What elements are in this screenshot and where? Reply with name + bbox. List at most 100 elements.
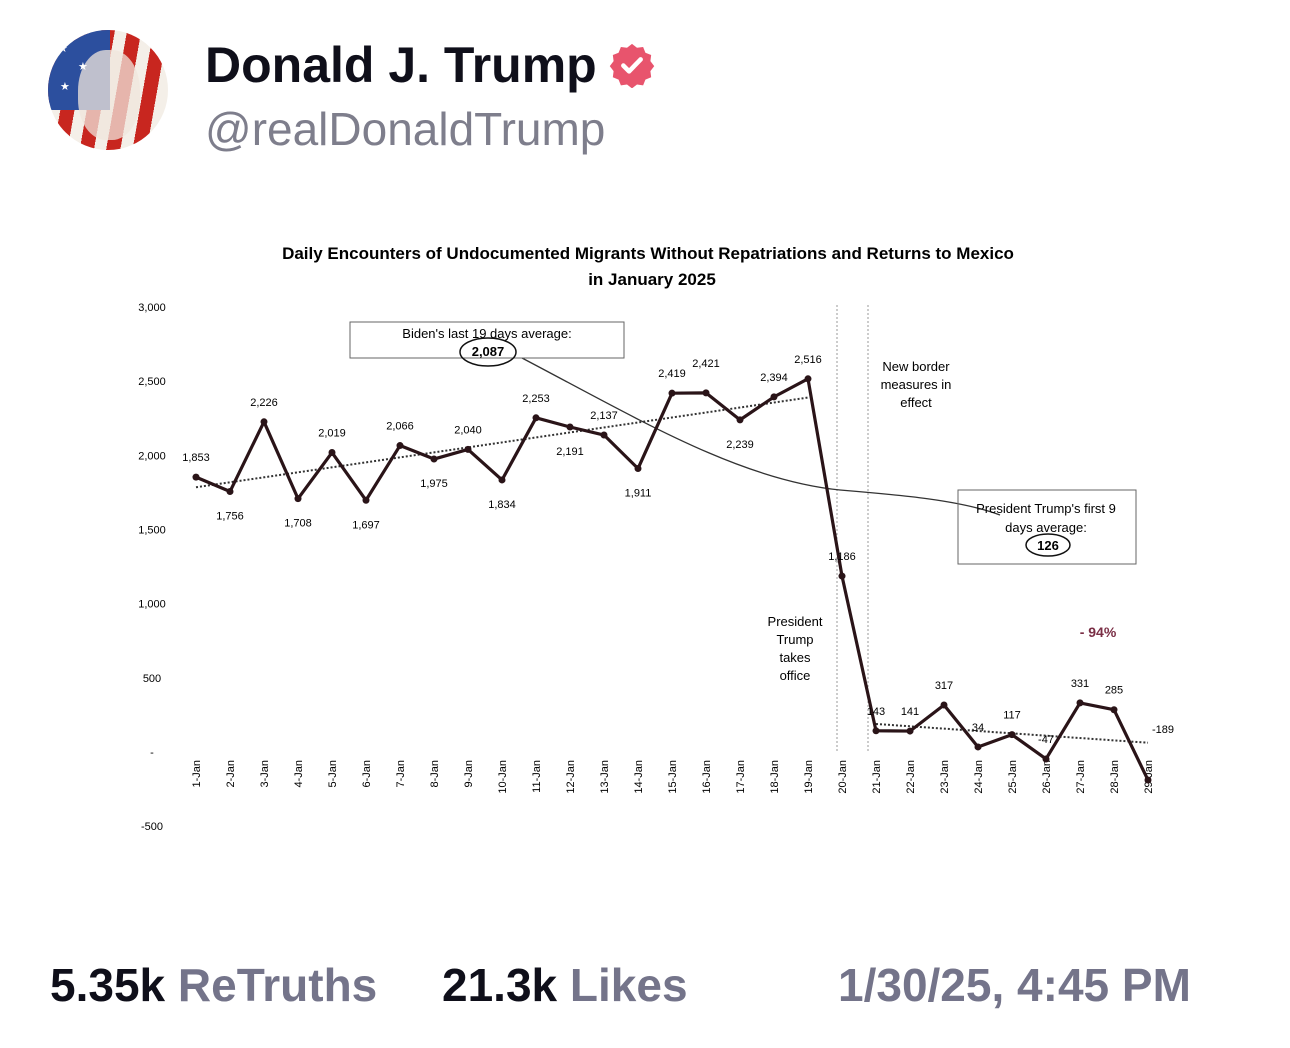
data-point: [634, 465, 642, 473]
trump-average-label-2: days average:: [1005, 520, 1087, 535]
likes-label: Likes: [569, 959, 688, 1011]
trend-line: [195, 396, 809, 489]
data-label: 2,421: [692, 358, 720, 370]
data-point: [430, 455, 438, 463]
data-label: 331: [1071, 678, 1089, 690]
data-label: 141: [901, 706, 919, 718]
data-point: [532, 414, 540, 422]
verified-badge-icon: [609, 43, 654, 88]
y-tick-label: 1,500: [138, 525, 166, 537]
border-note-3: effect: [900, 395, 932, 410]
y-tick-label: 2,000: [138, 450, 166, 462]
x-tick-label: 9-Jan: [463, 760, 475, 788]
portrait: [78, 50, 140, 140]
author-name[interactable]: Donald J. Trump: [205, 36, 655, 94]
x-tick-label: 6-Jan: [361, 760, 373, 788]
star-icon: ★: [78, 61, 88, 73]
office-note-3: takes: [779, 650, 811, 665]
data-label: 2,226: [250, 397, 278, 409]
trump-average-box: [957, 489, 1137, 565]
x-tick-label: 18-Jan: [769, 760, 781, 794]
data-point: [974, 743, 982, 751]
percent-change: - 94%: [1080, 624, 1117, 640]
data-point: [872, 727, 880, 735]
data-label: 2,137: [590, 410, 618, 422]
x-tick-label: 10-Jan: [497, 760, 509, 794]
data-point: [1008, 731, 1016, 739]
data-label: 317: [935, 680, 953, 692]
timestamp[interactable]: 1/30/25, 4:45 PM: [838, 959, 1191, 1011]
connector-arrow: [521, 357, 1001, 516]
x-tick-label: 17-Jan: [735, 760, 747, 794]
data-point: [498, 476, 506, 484]
data-point: [396, 442, 404, 450]
data-label: 117: [1003, 710, 1021, 722]
data-label: 1,853: [182, 452, 210, 464]
data-point: [362, 496, 370, 504]
x-tick-label: 1-Jan: [191, 760, 203, 788]
x-tick-label: 28-Jan: [1109, 760, 1121, 794]
data-label: 1,834: [488, 499, 516, 511]
data-point: [464, 445, 472, 453]
x-tick-label: 27-Jan: [1075, 760, 1087, 794]
x-tick-label: 23-Jan: [939, 760, 951, 794]
data-label: 1,708: [284, 518, 312, 530]
data-point: [940, 701, 948, 709]
y-tick-label: 2,500: [138, 376, 166, 388]
data-label: 2,419: [658, 368, 686, 380]
data-label: 2,191: [556, 446, 584, 458]
retruths-stat[interactable]: 5.35k ReTruths: [50, 958, 377, 1012]
data-label: 2,394: [760, 372, 788, 384]
trump-average-value: 126: [1037, 538, 1059, 553]
x-tick-label: 7-Jan: [395, 760, 407, 788]
star-icon: ★: [60, 81, 70, 93]
data-label: 2,253: [522, 393, 550, 405]
data-point: [804, 375, 812, 383]
x-tick-label: 20-Jan: [837, 760, 849, 794]
retruths-label: ReTruths: [177, 959, 378, 1011]
x-tick-label: 5-Jan: [327, 760, 339, 788]
biden-average-label: Biden's last 19 days average:: [402, 326, 571, 341]
data-point: [328, 449, 336, 457]
data-label: 34: [972, 722, 984, 734]
x-tick-label: 26-Jan: [1041, 760, 1053, 794]
data-point: [770, 393, 778, 401]
y-tick-label: 3,000: [138, 302, 166, 314]
data-label: -47: [1038, 734, 1054, 746]
data-label: 1,911: [625, 488, 652, 500]
chart-subtitle: in January 2025: [588, 270, 716, 289]
office-note-2: Trump: [776, 632, 813, 647]
avatar[interactable]: ★ ★ ★: [48, 30, 168, 150]
retruths-count: 5.35k: [50, 959, 166, 1011]
star-icon: ★: [58, 43, 68, 55]
likes-stat[interactable]: 21.3k Likes: [442, 958, 688, 1012]
data-label: 1,697: [352, 519, 380, 531]
data-label: 1,975: [420, 478, 448, 490]
y-tick-label: 1,000: [138, 599, 166, 611]
author-handle[interactable]: @realDonaldTrump: [205, 103, 606, 155]
data-point: [702, 389, 710, 397]
author-name-text: Donald J. Trump: [205, 37, 597, 93]
data-point: [600, 431, 608, 439]
data-point: [838, 572, 846, 580]
x-tick-label: 8-Jan: [429, 760, 441, 788]
x-tick-label: 21-Jan: [871, 760, 883, 794]
data-label: 2,239: [726, 439, 754, 451]
data-point: [566, 423, 574, 431]
data-point: [226, 488, 234, 496]
data-label: 2,019: [318, 428, 346, 440]
x-tick-label: 19-Jan: [803, 760, 815, 794]
y-tick-label: 500: [143, 673, 161, 685]
x-tick-label: 25-Jan: [1007, 760, 1019, 794]
office-note-4: office: [780, 668, 811, 683]
trump-average-circle: [1025, 533, 1071, 557]
data-point: [1042, 755, 1050, 763]
data-point: [1110, 706, 1118, 714]
x-tick-label: 4-Jan: [293, 760, 305, 788]
x-tick-label: 24-Jan: [973, 760, 985, 794]
biden-average-circle: [459, 337, 517, 367]
border-note-2: measures in: [881, 377, 952, 392]
data-point: [294, 495, 302, 503]
data-point: [260, 418, 268, 426]
